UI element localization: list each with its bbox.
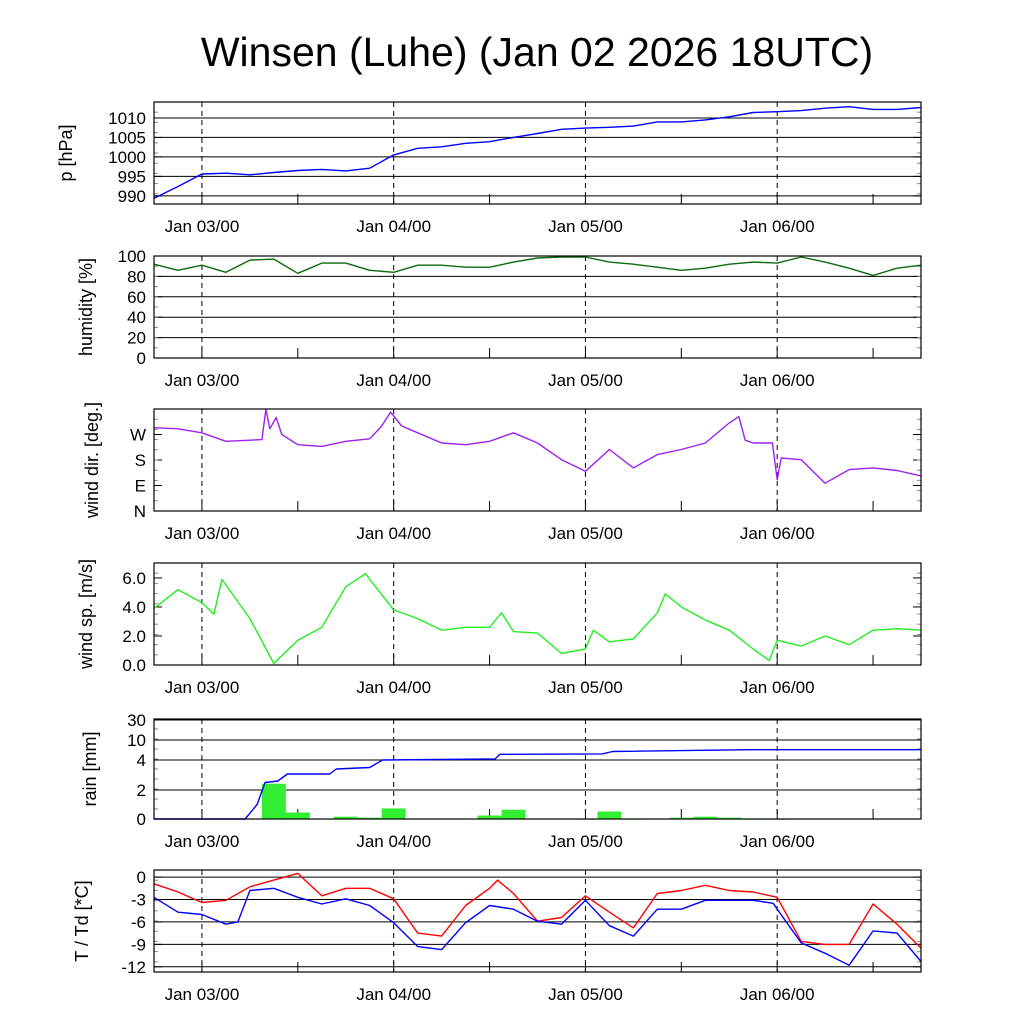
y-axis-label: p [hPa]	[56, 124, 76, 181]
y-tick-label: 6.0	[122, 569, 146, 588]
x-tick-label: Jan 04/00	[356, 371, 431, 390]
panel-frame	[153, 255, 922, 359]
y-tick-label: 30	[127, 711, 146, 730]
y-tick-label: 100	[118, 247, 146, 266]
panel-frame	[153, 408, 922, 512]
x-tick-label: Jan 06/00	[740, 678, 815, 697]
y-tick-label: W	[130, 426, 146, 445]
x-tick-label: Jan 03/00	[165, 985, 240, 1004]
x-tick-label: Jan 06/00	[740, 985, 815, 1004]
x-tick-label: Jan 05/00	[548, 371, 623, 390]
y-tick-label: E	[135, 477, 146, 496]
rain-bar	[261, 783, 286, 819]
y-axis-label: wind dir. [deg.]	[82, 402, 102, 519]
wind-speed-line	[153, 572, 922, 665]
y-tick-label: 2	[137, 781, 146, 800]
y-tick-label: -6	[131, 913, 146, 932]
rain-bar	[717, 817, 742, 819]
y-tick-label: 990	[118, 187, 146, 206]
x-tick-label: Jan 03/00	[165, 524, 240, 543]
x-tick-label: Jan 06/00	[740, 371, 815, 390]
x-tick-label: Jan 06/00	[740, 217, 815, 236]
y-tick-label: 0.0	[122, 656, 146, 675]
panel-temperature: 0 -3 -6 -9 -12 Jan 03/00 Jan 04/00 Jan 05/00 Jan…	[72, 868, 922, 1004]
temperature-line	[153, 872, 922, 949]
y-tick-label: 1005	[108, 128, 146, 147]
y-tick-label: 995	[118, 167, 146, 186]
rain-cum-line	[154, 749, 921, 820]
y-axis-label: rain [mm]	[80, 731, 100, 806]
y-tick-label: 0	[137, 810, 146, 829]
rain-bar	[501, 809, 526, 819]
humidity-line	[153, 256, 922, 277]
x-tick-label: Jan 05/00	[548, 217, 623, 236]
y-tick-label: 60	[127, 288, 146, 307]
x-tick-label: Jan 06/00	[740, 832, 815, 851]
x-tick-label: Jan 03/00	[165, 371, 240, 390]
x-tick-label: Jan 05/00	[548, 985, 623, 1004]
y-tick-label: S	[135, 451, 146, 470]
y-tick-label: 40	[127, 308, 146, 327]
y-tick-label: 10	[127, 731, 146, 750]
x-tick-label: Jan 05/00	[548, 832, 623, 851]
x-tick-label: Jan 04/00	[356, 985, 431, 1004]
y-axis-label: humidity [%]	[76, 258, 96, 356]
y-tick-label: 20	[127, 329, 146, 348]
dewpoint-line	[153, 887, 922, 966]
rain-bar	[357, 817, 382, 819]
y-tick-label: -12	[121, 958, 146, 977]
y-tick-label: 1000	[108, 148, 146, 167]
rain-bar	[597, 811, 622, 819]
y-tick-label: -9	[131, 935, 146, 954]
y-axis-label: wind sp. [m/s]	[76, 559, 96, 670]
panel-frame	[153, 562, 922, 666]
chart-title: Winsen (Luhe) (Jan 02 2026 18UTC)	[201, 29, 873, 75]
panel-frame	[153, 869, 922, 973]
panel-frame	[153, 718, 922, 820]
panel-frame	[153, 101, 922, 205]
pressure-line	[153, 106, 922, 199]
y-tick-label: 1010	[108, 109, 146, 128]
y-tick-label: 4.0	[122, 598, 146, 617]
y-axis-label: T / Td [*C]	[72, 880, 92, 961]
x-tick-label: Jan 05/00	[548, 524, 623, 543]
x-tick-label: Jan 04/00	[356, 524, 431, 543]
y-tick-label: 80	[127, 267, 146, 286]
y-tick-label: N	[134, 502, 146, 521]
x-tick-label: Jan 04/00	[356, 217, 431, 236]
rain-bar	[285, 812, 310, 819]
rain-bar	[477, 815, 502, 819]
x-tick-label: Jan 04/00	[356, 832, 431, 851]
rain-bar	[381, 808, 406, 819]
x-tick-label: Jan 03/00	[165, 678, 240, 697]
wind-dir-line	[153, 408, 922, 484]
y-tick-label: 0	[137, 349, 146, 368]
x-tick-label: Jan 03/00	[165, 217, 240, 236]
x-tick-label: Jan 03/00	[165, 832, 240, 851]
rain-bar	[693, 816, 718, 819]
rain-bar	[333, 816, 358, 819]
y-tick-label: 0	[137, 868, 146, 887]
x-tick-label: Jan 05/00	[548, 678, 623, 697]
x-tick-label: Jan 06/00	[740, 524, 815, 543]
y-tick-label: -3	[131, 891, 146, 910]
rain-bar	[669, 817, 694, 819]
x-tick-label: Jan 04/00	[356, 678, 431, 697]
y-tick-label: 2.0	[122, 627, 146, 646]
y-tick-label: 4	[137, 751, 146, 770]
panel-wind_speed: 0.0 2.0 4.0 6.0 Jan 03/00 Jan 04/00 Jan 05/00 J…	[76, 559, 922, 697]
